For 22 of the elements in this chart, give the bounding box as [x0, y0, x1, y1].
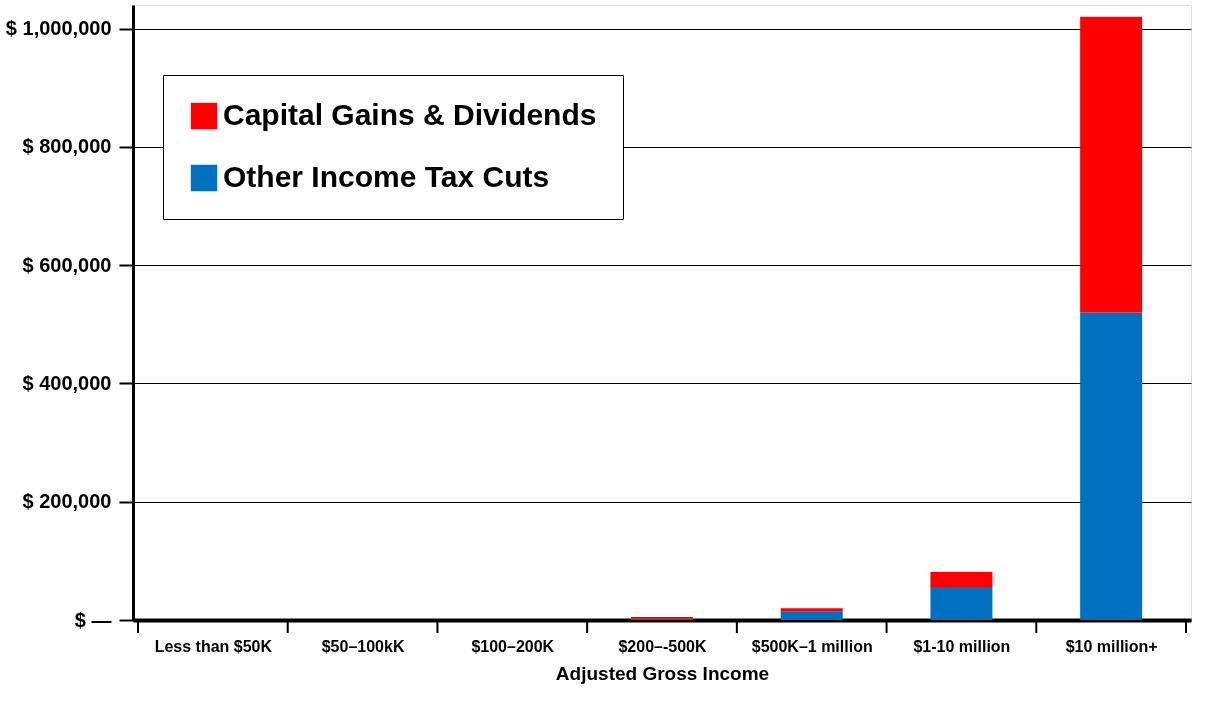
y-tick-label: $ 600,000 — [22, 253, 112, 276]
x-tick-label: $10 million+ — [1065, 637, 1158, 655]
y-tick-label: $ 200,000 — [22, 490, 112, 513]
x-tick-label: $100–200K — [471, 637, 555, 655]
x-tick-label: $50–100kK — [321, 637, 405, 655]
x-tick-label: $500K–1 million — [751, 637, 873, 655]
y-tick-label: $ 400,000 — [22, 371, 112, 394]
bar — [1080, 16, 1143, 313]
bar — [930, 572, 993, 587]
x-tick-label: Less than $50K — [154, 637, 273, 655]
y-tick-label: $ — — [74, 608, 112, 631]
bar — [1080, 312, 1143, 620]
legend-label: Other Income Tax Cuts — [223, 160, 550, 193]
x-tick-label: $200–-500K — [618, 637, 707, 655]
bar — [780, 611, 843, 620]
legend-label: Capital Gains & Dividends — [223, 98, 597, 131]
x-tick-label: $1-10 million — [913, 637, 1011, 655]
y-tick-label: $ 800,000 — [22, 135, 112, 158]
bar — [930, 586, 993, 620]
bar — [780, 608, 843, 612]
x-axis-title: Adjusted Gross Income — [555, 662, 770, 684]
y-tick-label: $ 1,000,000 — [5, 17, 112, 40]
